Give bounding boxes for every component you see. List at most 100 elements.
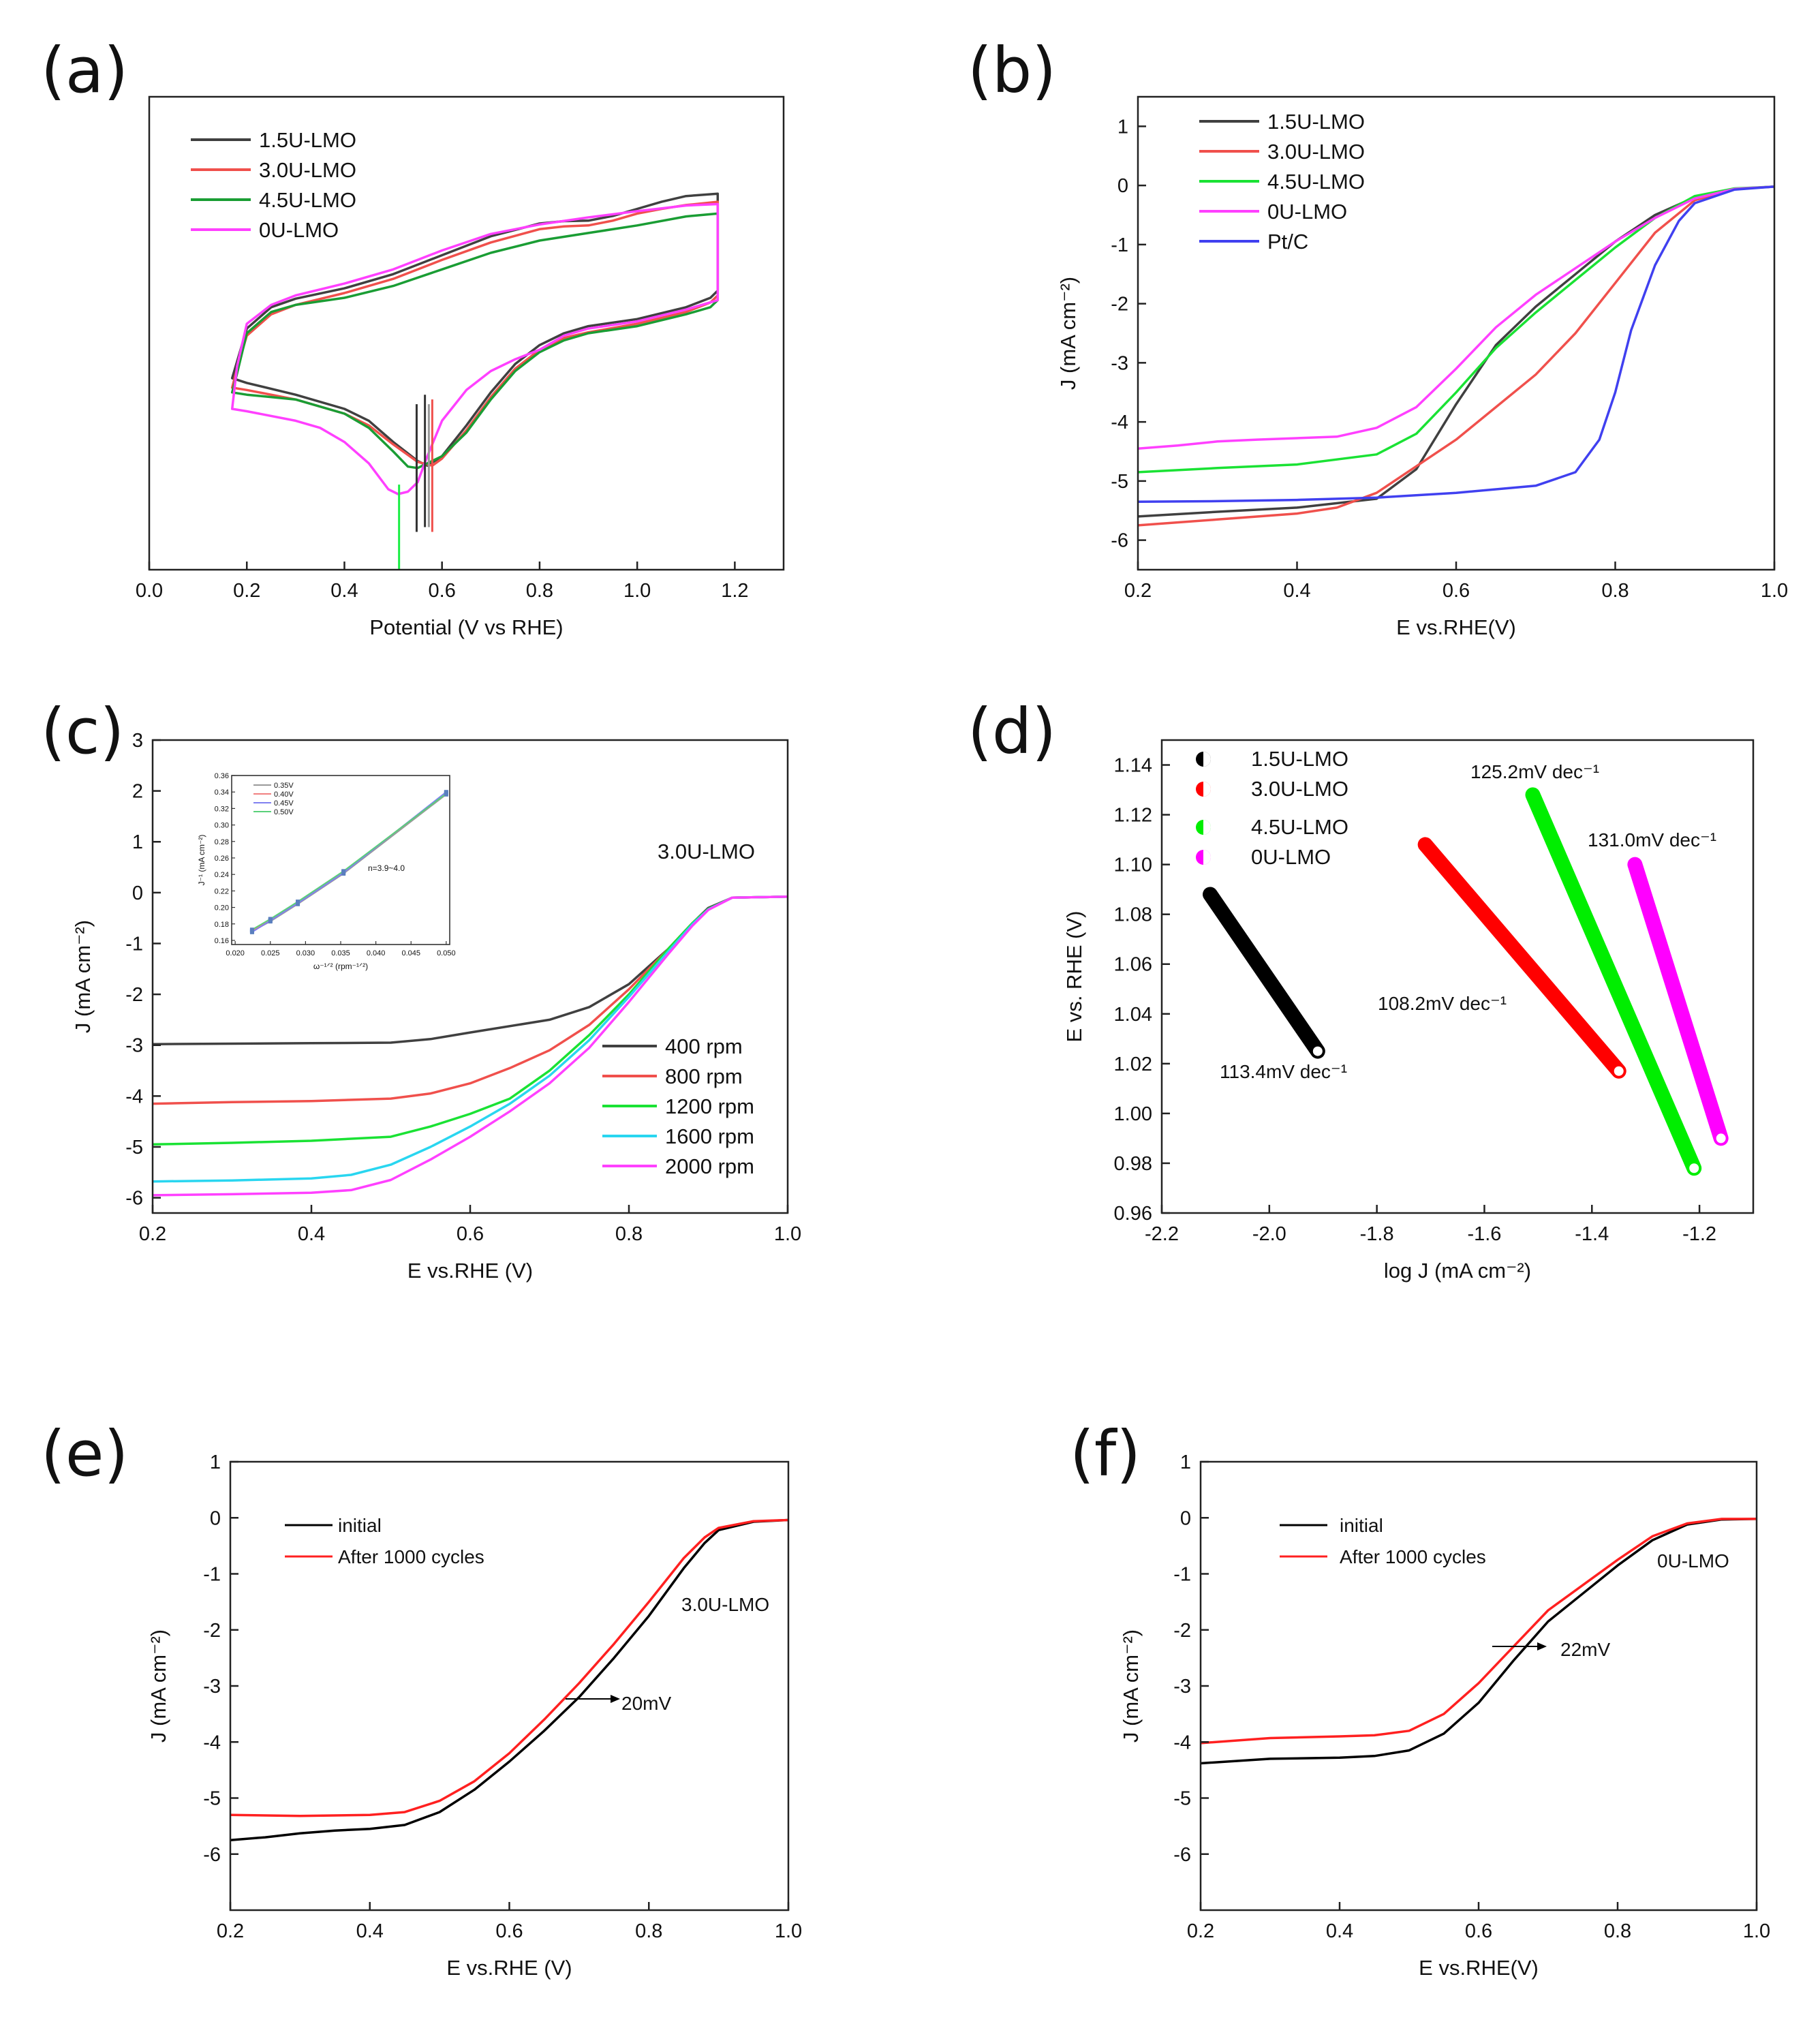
plot-area <box>1138 185 1774 527</box>
shift-label: 20mV <box>621 1693 671 1714</box>
panel-a: (a) 0.0 0.2 0.4 0.6 0.8 1.0 1.2 Potential (V vs … <box>41 34 785 639</box>
tafel-line-4.5U-LMO <box>1525 787 1702 1176</box>
x-tick-label: -2.2 <box>1145 1223 1179 1245</box>
x-tick-label: 0.6 <box>1443 580 1470 602</box>
inset-x-tick-label: 0.035 <box>331 949 350 957</box>
inset-y-tick-label: 0.16 <box>215 937 229 945</box>
x-tick-label: 1.2 <box>721 580 748 602</box>
sample-label: 0U-LMO <box>1657 1550 1729 1571</box>
y-tick-label: -5 <box>1111 471 1128 493</box>
inset-frame <box>231 775 450 945</box>
inset-y-axis-label: J⁻¹ (mA cm⁻²) <box>197 835 206 886</box>
legend-label: 400 rpm <box>665 1034 743 1058</box>
y-tick-label: -1 <box>203 1564 221 1586</box>
sample-label: 3.0U-LMO <box>681 1594 769 1615</box>
inset-y-tick-label: 0.28 <box>215 838 229 846</box>
inset-y-tick-label: 0.36 <box>215 772 229 780</box>
legend-label: 4.5U-LMO <box>259 188 356 212</box>
x-tick-label: -1.4 <box>1575 1223 1609 1245</box>
panel-b: (b) 0.2 0.4 0.6 0.8 1.0 -6 -5 -4 -3 -2 -1 0 1 E vs.RHE… <box>968 34 1788 639</box>
y-tick-label: -3 <box>203 1676 221 1698</box>
y-tick-label: -5 <box>203 1788 221 1810</box>
inset-point <box>249 927 254 932</box>
y-tick-label: 1.14 <box>1114 755 1152 777</box>
inset-point <box>444 791 448 796</box>
tafel-line-1.5U-LMO <box>1203 887 1325 1059</box>
y-axis-label: J (mA cm⁻²) <box>1056 277 1080 390</box>
y-tick-label: 3 <box>132 730 143 752</box>
legend-label: 1.5U-LMO <box>259 128 356 152</box>
legend-label: initial <box>1340 1515 1383 1536</box>
y-tick-label: -3 <box>1173 1676 1191 1698</box>
x-tick-label: 0.2 <box>139 1223 166 1245</box>
legend-label: 0U-LMO <box>1251 845 1331 869</box>
legend-label: initial <box>338 1515 382 1536</box>
legend-marker-half <box>1203 850 1211 865</box>
y-tick-label: -2 <box>125 984 143 1006</box>
y-tick-label: 1.06 <box>1114 954 1152 976</box>
shift-label: 22mV <box>1560 1639 1610 1660</box>
x-tick-label: 0.2 <box>233 580 260 602</box>
y-tick-label: -3 <box>125 1035 143 1057</box>
y-tick-label: 0 <box>1117 175 1128 197</box>
x-axis-label: E vs.RHE(V) <box>1396 615 1516 639</box>
y-axis-label: J (mA cm⁻²) <box>1119 1629 1143 1743</box>
tafel-line-3.0U-LMO <box>1417 837 1626 1079</box>
series-line-After 1000 cycles <box>230 1518 788 1817</box>
y-axis-label: J (mA cm⁻²) <box>146 1629 170 1743</box>
x-tick-label: 1.0 <box>623 580 651 602</box>
inset-y-tick-label: 0.32 <box>215 805 229 813</box>
legend-label: 0U-LMO <box>259 218 339 242</box>
series-line-4.5U-LMO <box>230 212 720 470</box>
inset-x-tick-label: 0.045 <box>401 949 420 957</box>
y-axis-label: J (mA cm⁻²) <box>71 920 95 1033</box>
legend-label: 1.5U-LMO <box>1251 747 1348 771</box>
y-tick-label: -2 <box>1111 294 1128 316</box>
panel-label: (d) <box>968 695 1056 768</box>
panel-label: (b) <box>968 34 1056 107</box>
tafel-end-marker <box>1614 1066 1624 1076</box>
legend-label: 4.5U-LMO <box>1267 170 1365 194</box>
x-tick-label: 0.4 <box>356 1920 384 1942</box>
legend-label: Pt/C <box>1267 230 1308 254</box>
y-tick-label: -1 <box>125 933 143 955</box>
inset-point <box>341 869 346 874</box>
y-tick-label: 0 <box>210 1507 221 1529</box>
y-tick-label: 0.98 <box>1114 1153 1152 1175</box>
y-tick-label: -6 <box>1173 1844 1191 1866</box>
x-tick-label: 0.4 <box>1326 1920 1353 1942</box>
y-tick-label: -2 <box>1173 1620 1191 1642</box>
y-tick-label: 0.96 <box>1114 1203 1152 1225</box>
x-tick-label: 1.0 <box>1743 1920 1770 1942</box>
legend-marker-half <box>1203 752 1211 767</box>
plot-frame <box>1160 739 1755 1214</box>
y-tick-label: 1.12 <box>1114 805 1152 827</box>
tafel-slope-label: 131.0mV dec⁻¹ <box>1588 829 1716 850</box>
x-tick-label: 1.0 <box>1761 580 1788 602</box>
inset-y-tick-label: 0.18 <box>215 921 229 929</box>
y-tick-label: 1.10 <box>1114 855 1152 876</box>
inset-legend-label: 0.35V <box>274 782 294 790</box>
x-tick-label: 0.8 <box>615 1223 643 1245</box>
panel-e: (e) 0.2 0.4 0.6 0.8 1.0 -6 -5 -4 -3 -2 -1 0 1 E vs.RHE… <box>41 1417 802 1980</box>
y-tick-label: 0 <box>132 882 143 904</box>
plot-frame <box>148 95 785 571</box>
y-tick-label: 1.02 <box>1114 1054 1152 1075</box>
legend-label: After 1000 cycles <box>338 1546 484 1567</box>
y-tick-label: -3 <box>1111 352 1128 374</box>
x-tick-label: 0.8 <box>526 580 553 602</box>
inset-y-tick-label: 0.30 <box>215 822 229 830</box>
x-tick-label: -1.2 <box>1682 1223 1716 1245</box>
y-tick-label: -2 <box>203 1620 221 1642</box>
series-line-3.0U-LMO <box>230 200 720 467</box>
y-tick-label: -6 <box>125 1188 143 1210</box>
legend-marker-half <box>1203 820 1211 835</box>
y-tick-label: -6 <box>203 1844 221 1866</box>
tafel-slope-label: 108.2mV dec⁻¹ <box>1378 993 1507 1014</box>
x-tick-label: -2.0 <box>1252 1223 1286 1245</box>
x-tick-label: 0.6 <box>1465 1920 1492 1942</box>
y-tick-label: -6 <box>1111 530 1128 552</box>
y-tick-label: -4 <box>125 1086 143 1107</box>
inset-point <box>296 900 300 904</box>
